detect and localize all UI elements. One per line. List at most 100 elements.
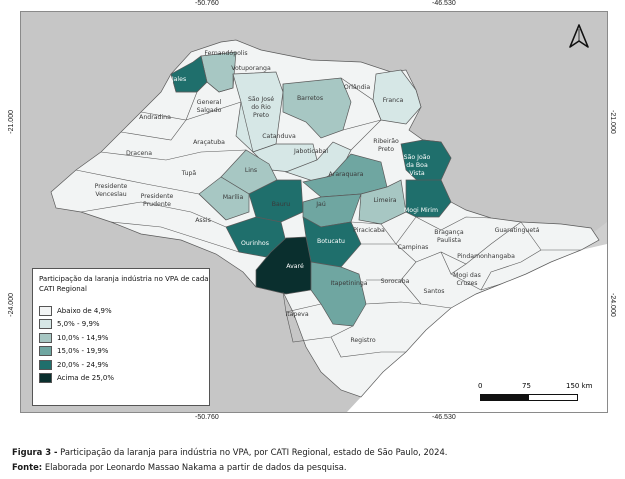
boundaries: [75, 73, 581, 358]
region-avare: [255, 236, 312, 295]
label-sjrp-3: Preto: [253, 112, 269, 119]
legend-item: Acima de 25,0%: [39, 372, 209, 386]
caption-source-text: Elaborada por Leonardo Massao Nakama a p…: [44, 462, 347, 472]
label-piracicaba: Piracicaba: [353, 227, 385, 234]
caption-figure-line: Figura 3 - Participação da laranja para …: [12, 445, 447, 460]
legend-item: Abaixo de 4,9%: [39, 304, 209, 318]
label-avare: Avaré: [286, 262, 304, 270]
label-bauru: Bauru: [272, 201, 291, 208]
legend-label: Acima de 25,0%: [57, 374, 115, 383]
label-pv-1: Presidente: [95, 183, 128, 190]
scale-bar-frame: [480, 394, 578, 401]
scale-label-150: 150 km: [566, 382, 593, 390]
label-salgado: Salgado: [197, 107, 222, 114]
label-aracatuba: Araçatuba: [193, 139, 225, 146]
legend-item: 10,0% - 14,9%: [39, 331, 209, 345]
label-registro: Registro: [350, 337, 376, 344]
legend-swatch: [39, 305, 52, 316]
caption-source-label: Fonte:: [12, 462, 43, 472]
label-lins: Lins: [245, 167, 257, 174]
label-guaratingueta: Guaratinguetá: [495, 226, 540, 234]
label-sjbv-1: São João: [404, 154, 431, 161]
ocean: [347, 244, 607, 412]
label-sjrp-1: São José: [248, 95, 274, 103]
label-sorocaba: Sorocaba: [381, 278, 410, 285]
caption-figure-label: Figura 3 -: [12, 447, 58, 457]
label-pp-2: Prudente: [143, 201, 171, 208]
label-franca: Franca: [383, 97, 404, 104]
label-mogi-cruzes-1: Mogi das: [453, 272, 481, 279]
legend-label: 10,0% - 14,9%: [57, 333, 109, 342]
legend-item: 20,0% - 24,9%: [39, 358, 209, 372]
label-araraquara: Araraquara: [329, 171, 364, 178]
label-braganca-2: Paulista: [437, 237, 461, 244]
scale-label-75: 75: [522, 382, 531, 390]
label-mogi-cruzes-2: Cruzes: [456, 280, 477, 287]
legend-label: Abaixo de 4,9%: [57, 306, 112, 315]
caption-figure-text: Participação da laranja para indústria n…: [60, 447, 448, 457]
region-mogi-mirim: [405, 179, 452, 218]
coord-left-upper: -21.000: [8, 110, 15, 134]
label-limeira: Limeira: [373, 197, 396, 204]
label-jales: Jales: [171, 76, 186, 83]
label-ribeirao-1: Ribeirão: [373, 138, 399, 145]
label-itapetininga: Itapetininga: [330, 280, 367, 287]
region-labels: Fernandópolis Votuporanga Jales General …: [95, 49, 540, 344]
legend-item: 15,0% - 19,9%: [39, 345, 209, 359]
legend-items: Abaixo de 4,9% 5,0% - 9,9% 10,0% - 14,9%…: [39, 304, 209, 385]
scale-label-0: 0: [478, 382, 483, 390]
legend: Participação da laranja indústria no VPA…: [32, 268, 210, 406]
label-pv-2: Venceslau: [95, 191, 126, 198]
coord-left-lower: -24.000: [8, 293, 15, 317]
label-ourinhos: Ourinhos: [241, 240, 269, 247]
coord-right-lower: -24.000: [609, 293, 616, 317]
label-botucatu: Botucatu: [317, 238, 345, 245]
label-braganca-1: Bragança: [434, 229, 464, 236]
label-sjbv-2: da Boa: [406, 162, 428, 169]
caption-source-line: Fonte: Elaborada por Leonardo Massao Nak…: [12, 460, 447, 475]
label-dracena: Dracena: [126, 150, 152, 157]
label-assis: Assis: [195, 217, 211, 224]
label-jau: Jaú: [315, 200, 326, 208]
legend-label: 20,0% - 24,9%: [57, 360, 109, 369]
coord-top-left: -50.760: [195, 0, 219, 7]
scale-bar-fill: [481, 395, 529, 400]
label-campinas: Campinas: [398, 244, 429, 251]
legend-item: 5,0% - 9,9%: [39, 318, 209, 332]
coord-bottom-right: -46.530: [432, 414, 456, 421]
label-sjbv-3: Vista: [409, 170, 424, 177]
label-sjrp-2: do Rio: [251, 104, 271, 111]
legend-swatch: [39, 332, 52, 343]
label-jaboticabal: Jaboticabal: [293, 148, 328, 155]
region-sjbv: [400, 139, 452, 185]
label-catanduva: Catanduva: [262, 133, 296, 140]
label-santos: Santos: [423, 288, 444, 295]
north-arrow-icon: [569, 24, 589, 48]
coord-top-right: -46.530: [432, 0, 456, 7]
label-barretos: Barretos: [297, 95, 323, 102]
label-ribeirao-2: Preto: [378, 146, 394, 153]
figure-caption: Figura 3 - Participação da laranja para …: [12, 445, 447, 475]
coord-bottom-left: -50.760: [195, 414, 219, 421]
label-orlandia: Orlândia: [344, 83, 370, 91]
legend-swatch: [39, 359, 52, 370]
label-fernandopolis: Fernandópolis: [204, 49, 247, 57]
legend-swatch: [39, 319, 52, 330]
label-pp-1: Presidente: [141, 193, 174, 200]
legend-swatch: [39, 373, 52, 384]
legend-swatch: [39, 346, 52, 357]
legend-label: 5,0% - 9,9%: [57, 320, 100, 329]
legend-label: 15,0% - 19,9%: [57, 347, 109, 356]
label-tupa: Tupã: [181, 170, 197, 177]
coord-right-upper: -21.000: [609, 110, 616, 134]
label-andradina: Andradina: [139, 114, 171, 121]
label-itapeva: Itapeva: [285, 311, 308, 318]
label-votuporanga: Votuporanga: [231, 65, 271, 72]
scale-bar: 0 75 150 km: [478, 382, 596, 406]
label-marilia: Marília: [223, 193, 244, 201]
label-pindamonhangaba: Pindamonhangaba: [457, 253, 515, 260]
label-mogi-mirim: Mogi Mirim: [404, 207, 438, 214]
label-general: General: [197, 99, 222, 106]
region-barretos: [282, 77, 352, 139]
legend-title: Participação da laranja indústria no VPA…: [39, 275, 209, 293]
